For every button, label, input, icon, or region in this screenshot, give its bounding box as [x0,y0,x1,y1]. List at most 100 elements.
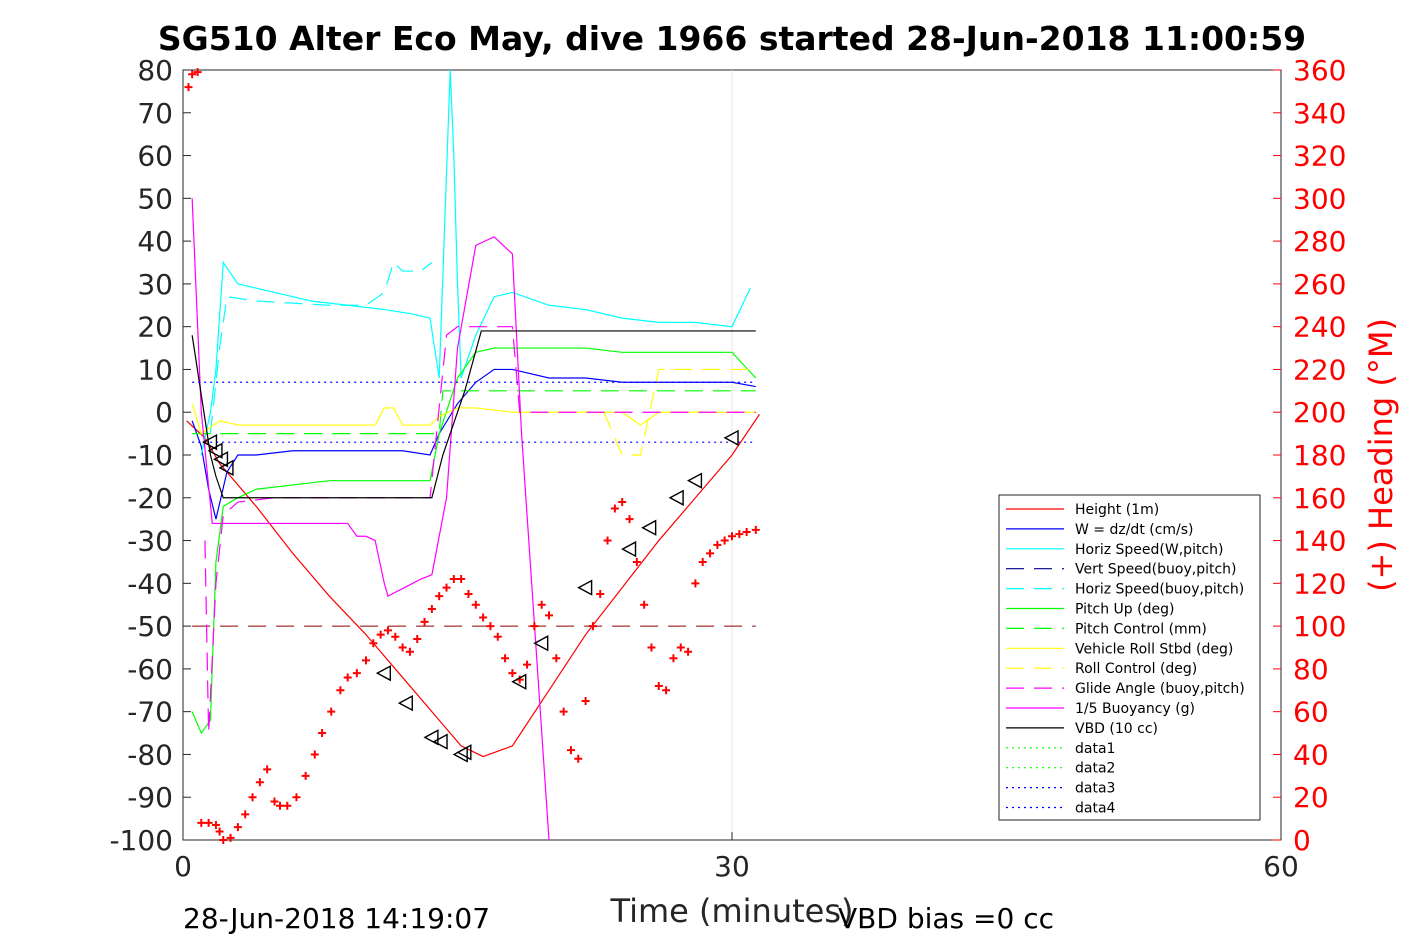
footer-vbd-bias: VBD bias =0 cc [838,902,1054,935]
legend-label: Roll Control (deg) [1075,661,1197,677]
series-line-9 [204,326,756,734]
y-left-tick-label: 70 [137,97,173,130]
heading-point [427,605,436,613]
x-tick-label: 30 [714,850,750,883]
heading-point [588,622,597,631]
triangle-marker [456,744,472,761]
heading-point [336,686,345,695]
triangle-marker [375,664,391,682]
heading-point [479,613,488,622]
heading-point [215,827,224,836]
heading-point [669,654,678,663]
y-axis-right-ticks: 3603403203002802602402202001801601401201… [1273,54,1346,857]
series-line-2 [200,69,751,456]
heading-point [654,682,663,690]
heading-point [226,833,235,842]
legend-label: data1 [1075,741,1115,757]
series-line-7 [191,403,756,435]
heading-point [596,590,605,599]
heading-point [248,793,257,802]
heading-point [204,818,213,827]
heading-point [193,68,202,77]
legend-label: W = dz/dt (cm/s) [1075,522,1194,538]
heading-point [662,686,671,695]
heading-point [413,634,422,643]
heading-point [508,669,517,678]
heading-point [713,540,722,549]
y-right-tick-label: 340 [1293,97,1346,130]
triangle-marker [423,729,439,746]
y-left-tick-label: -100 [109,824,173,857]
y-left-tick-label: 10 [137,353,173,386]
heading-point [751,525,760,534]
heading-point [318,729,327,738]
y-left-tick-label: -70 [127,696,173,729]
triangle-marker [432,733,448,750]
heading-point [464,590,473,599]
y-left-tick-label: -80 [127,738,173,771]
series-line-5 [191,347,757,735]
legend-label: data4 [1075,801,1116,817]
y-left-tick-label: -30 [127,525,173,558]
legend-label: data2 [1075,761,1115,777]
triangle-marker [533,635,549,652]
y-right-tick-label: 180 [1293,439,1346,472]
series-lines [186,69,760,841]
y-left-tick-label: -10 [127,439,173,472]
triangle-marker [218,459,234,477]
heading-point [197,818,206,827]
heading-point [283,801,292,810]
heading-point [270,797,279,806]
triangle-marker [201,433,218,451]
heading-point [369,639,378,648]
y-left-tick-label: 60 [137,140,173,173]
y-right-tick-label: 320 [1293,140,1346,173]
heading-point [310,750,319,759]
heading-point [255,778,264,787]
heading-point [728,532,736,541]
heading-point [301,771,310,780]
y-left-tick-label: -50 [127,610,173,643]
legend-label: Vert Speed(buoy,pitch) [1075,562,1237,578]
heading-points [184,68,760,844]
y-left-tick-label: 30 [137,268,173,301]
triangle-marker [621,540,637,558]
y-left-tick-label: 40 [137,225,173,258]
y-left-tick-label: -40 [127,567,173,600]
footer-timestamp: 28-Jun-2018 14:19:07 [183,902,490,935]
y-right-tick-label: 120 [1293,567,1346,600]
heading-point [735,530,744,539]
legend-label: Glide Angle (buoy,pitch) [1075,681,1245,697]
heading-point [559,707,568,716]
heading-point [219,836,228,844]
heading-point [537,600,546,609]
y-right-tick-label: 360 [1293,54,1346,87]
series-line-0 [186,414,760,758]
triangle-marker [668,489,684,506]
heading-point [435,592,444,601]
y-right-tick-label: 280 [1293,225,1346,258]
heading-point [552,654,561,663]
y-right-tick-label: 80 [1293,653,1329,686]
triangle-marker [212,451,229,468]
series-line-10 [191,198,550,841]
heading-point [530,622,539,631]
heading-point [523,660,532,669]
heading-point [420,617,429,626]
y-right-tick-label: 100 [1293,610,1346,643]
y-right-tick-label: 220 [1293,353,1346,386]
y-left-tick-label: 80 [137,54,173,87]
heading-point [343,673,352,682]
triangle-marker [511,673,527,690]
heading-point [545,611,553,620]
heading-point [691,579,700,588]
heading-point [327,707,336,716]
y-left-tick-label: -20 [127,482,173,515]
y-right-tick-label: 40 [1293,738,1329,771]
heading-point [720,536,729,545]
y-left-tick-label: 0 [155,396,173,429]
heading-point [647,643,656,652]
series-line-11 [191,330,756,499]
heading-point [233,823,242,832]
